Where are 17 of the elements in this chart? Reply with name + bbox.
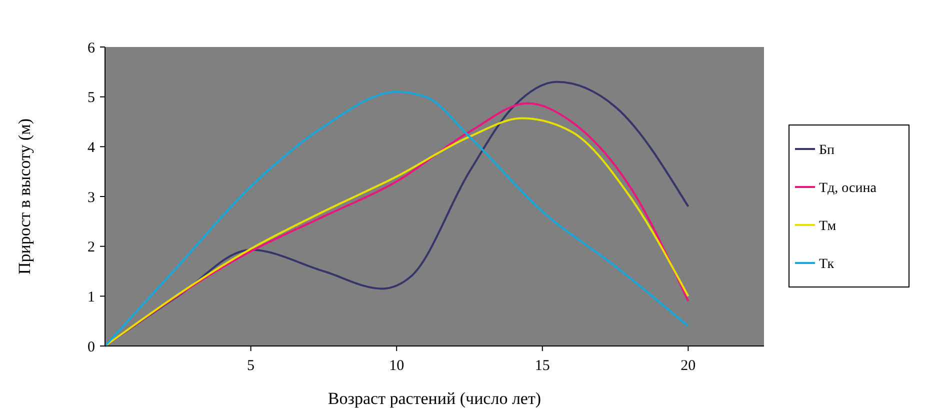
y-tick-label: 5 xyxy=(88,90,95,106)
x-axis-title: Возраст растений (число лет) xyxy=(328,389,542,408)
legend-label: Тм xyxy=(819,218,836,234)
x-tick-label: 15 xyxy=(534,358,550,374)
legend-label: Тк xyxy=(819,256,834,272)
y-tick-label: 1 xyxy=(88,289,95,306)
y-axis-title: Прирост в высоту (м) xyxy=(15,118,34,275)
y-tick-label: 4 xyxy=(88,140,96,156)
x-tick-label: 5 xyxy=(247,358,255,374)
y-tick-label: 6 xyxy=(88,40,96,56)
legend-label: Тд, осина xyxy=(819,180,878,196)
y-tick-label: 2 xyxy=(88,240,95,256)
x-tick-label: 20 xyxy=(680,358,696,374)
x-tick-label: 10 xyxy=(389,358,404,374)
y-tick-label: 3 xyxy=(88,190,95,206)
legend-label: Бп xyxy=(819,142,836,158)
y-tick-label: 0 xyxy=(88,339,95,356)
